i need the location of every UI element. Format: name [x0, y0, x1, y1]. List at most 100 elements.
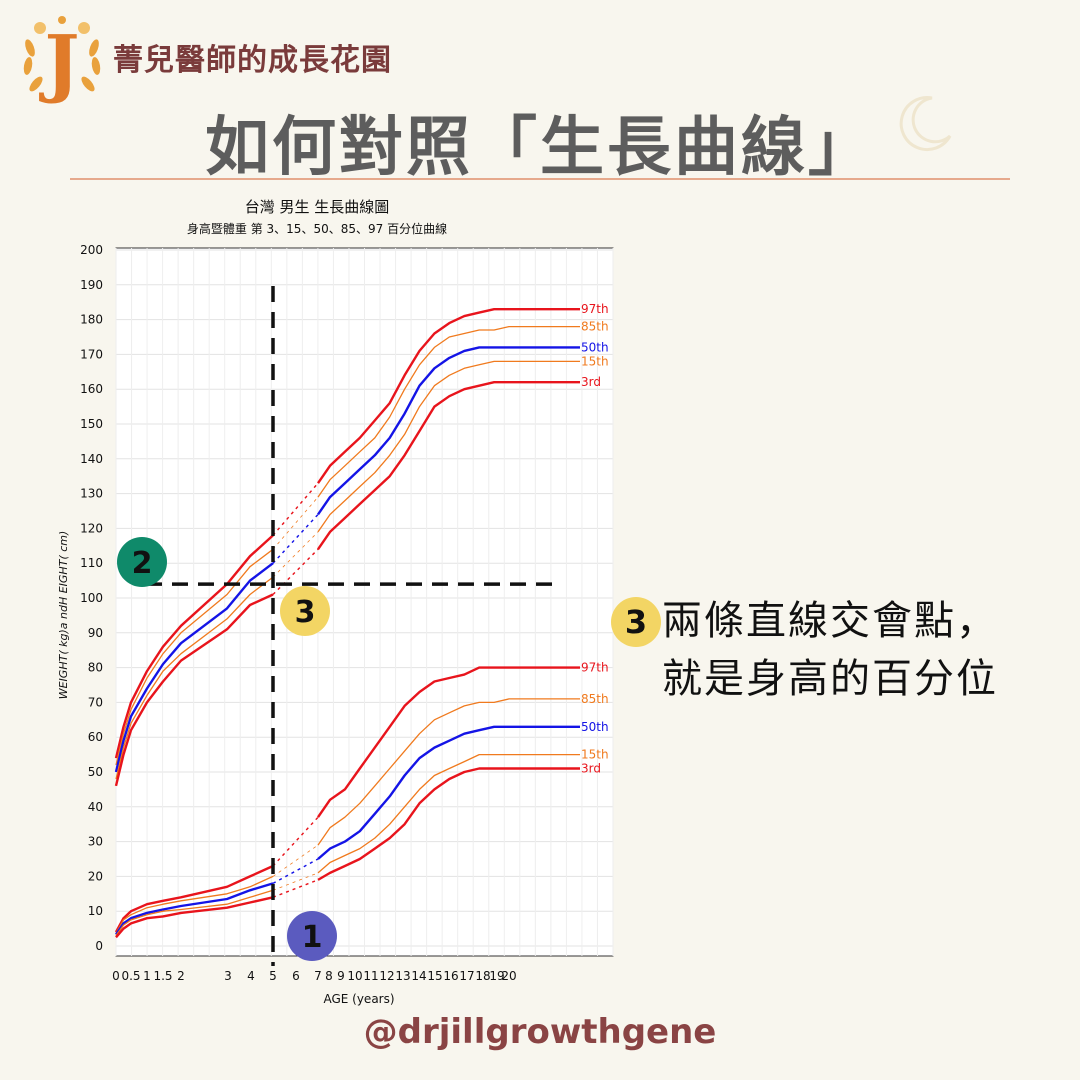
y-tick-label: 30 [88, 835, 103, 849]
marker-badge-2 [117, 537, 167, 587]
x-tick-label: 5 [269, 969, 277, 983]
brand-name: 菁兒醫師的成長花園 [113, 43, 392, 78]
x-axis-label: AGE (years) [323, 992, 394, 1006]
callout-badge-number: 3 [625, 603, 647, 641]
page-title: 如何對照「生長曲線」 [205, 111, 875, 185]
y-tick-label: 180 [80, 313, 103, 327]
y-tick-label: 0 [95, 939, 103, 953]
weight-label-50th: 50th [581, 720, 609, 734]
height-label-3rd: 3rd [581, 375, 601, 389]
weight-line-15th-bridge [272, 872, 319, 891]
marker-badge-1 [287, 911, 337, 961]
weight-line-3rd-bridge [272, 879, 319, 898]
y-tick-label: 200 [80, 243, 103, 257]
y-tick-label: 60 [88, 730, 103, 744]
y-tick-label: 130 [80, 487, 103, 501]
y-tick-label: 40 [88, 800, 103, 814]
height-label-50th: 50th [581, 340, 609, 354]
callout-line-1: 兩條直線交會點， [662, 598, 998, 644]
weight-line-15th-early [115, 889, 274, 936]
weight-line-97th-late [317, 666, 580, 818]
wreath-icon [23, 16, 101, 92]
weight-label-15th: 15th [581, 748, 609, 762]
height-line-97th-bridge [272, 482, 319, 536]
x-tick-label: 14 [411, 969, 426, 983]
x-tick-label: 9 [337, 969, 345, 983]
y-tick-label: 80 [88, 661, 103, 675]
brand-logo: J [23, 16, 101, 106]
y-tick-label: 50 [88, 765, 103, 779]
weight-line-3rd-late [317, 767, 580, 881]
x-tick-label: 11 [363, 969, 378, 983]
chart-title: 台灣 男生 生長曲線圖 [245, 198, 390, 216]
marker-badge-3 [280, 586, 330, 636]
height-line-97th-early [114, 534, 274, 759]
height-label-85th: 85th [581, 320, 609, 334]
y-tick-label: 70 [88, 695, 103, 709]
height-line-97th-late [317, 308, 580, 484]
callout-badge: 3 [611, 597, 661, 647]
weight-label-97th: 97th [581, 661, 609, 675]
moon-icon [899, 96, 952, 151]
marker-number-2: 2 [132, 546, 153, 581]
weight-label-3rd: 3rd [581, 762, 601, 776]
y-tick-label: 10 [88, 904, 103, 918]
height-line-50th-late [317, 346, 580, 516]
tick-layer: 0102030405060708090100110120130140150160… [80, 243, 517, 983]
series-layer [114, 308, 580, 939]
height-line-15th-early [115, 576, 274, 780]
grid-layer [115, 248, 614, 956]
marker-number-1: 1 [302, 920, 323, 955]
reference-lines [146, 286, 558, 966]
marker-number-3: 3 [295, 595, 316, 630]
weight-line-85th-late [317, 698, 580, 846]
height-line-85th-early [115, 548, 274, 766]
y-tick-label: 20 [88, 869, 103, 883]
weight-label-85th: 85th [581, 692, 609, 706]
x-tick-label: 18 [475, 969, 490, 983]
y-tick-label: 160 [80, 382, 103, 396]
y-tick-label: 90 [88, 626, 103, 640]
weight-line-50th-bridge [272, 858, 319, 884]
weight-line-50th-late [317, 725, 580, 860]
weight-line-85th-bridge [272, 844, 319, 877]
height-line-85th-bridge [272, 496, 319, 550]
header-divider [70, 178, 1010, 180]
x-tick-label: 13 [395, 969, 410, 983]
weight-line-50th-early [115, 882, 274, 936]
x-tick-label: 3 [224, 969, 232, 983]
x-tick-label: 19 [489, 969, 504, 983]
logo-letter: J [38, 20, 79, 106]
callout-text: 兩條直線交會點， 就是身高的百分位 [662, 592, 998, 708]
height-line-50th-early [114, 562, 274, 773]
x-tick-label: 7 [314, 969, 322, 983]
x-tick-label: 12 [379, 969, 394, 983]
y-tick-label: 100 [80, 591, 103, 605]
x-tick-label: 1.5 [153, 969, 172, 983]
y-tick-label: 170 [80, 347, 103, 361]
weight-line-3rd-early [115, 896, 274, 939]
height-label-97th: 97th [581, 302, 609, 316]
x-tick-label: 10 [347, 969, 362, 983]
weight-line-85th-early [115, 875, 274, 934]
weight-line-15th-late [317, 753, 580, 874]
height-line-3rd-late [317, 381, 580, 550]
x-tick-label: 20 [501, 969, 516, 983]
x-tick-label: 15 [427, 969, 442, 983]
x-tick-label: 16 [443, 969, 458, 983]
x-tick-label: 17 [459, 969, 474, 983]
x-tick-label: 2 [177, 969, 185, 983]
x-tick-label: 6 [292, 969, 300, 983]
callout-line-2: 就是身高的百分位 [662, 656, 998, 702]
y-tick-label: 190 [80, 278, 103, 292]
x-tick-label: 0.5 [121, 969, 140, 983]
height-label-15th: 15th [581, 354, 609, 368]
y-axis-label: WEIGHT( kg)a ndH EIGHT( cm) [57, 531, 70, 700]
x-tick-label: 4 [247, 969, 255, 983]
y-tick-label: 150 [80, 417, 103, 431]
marker-layer: 1 2 3 [117, 537, 337, 961]
height-line-15th-late [317, 360, 580, 533]
y-tick-label: 110 [80, 556, 103, 570]
x-tick-label: 0 [112, 969, 120, 983]
